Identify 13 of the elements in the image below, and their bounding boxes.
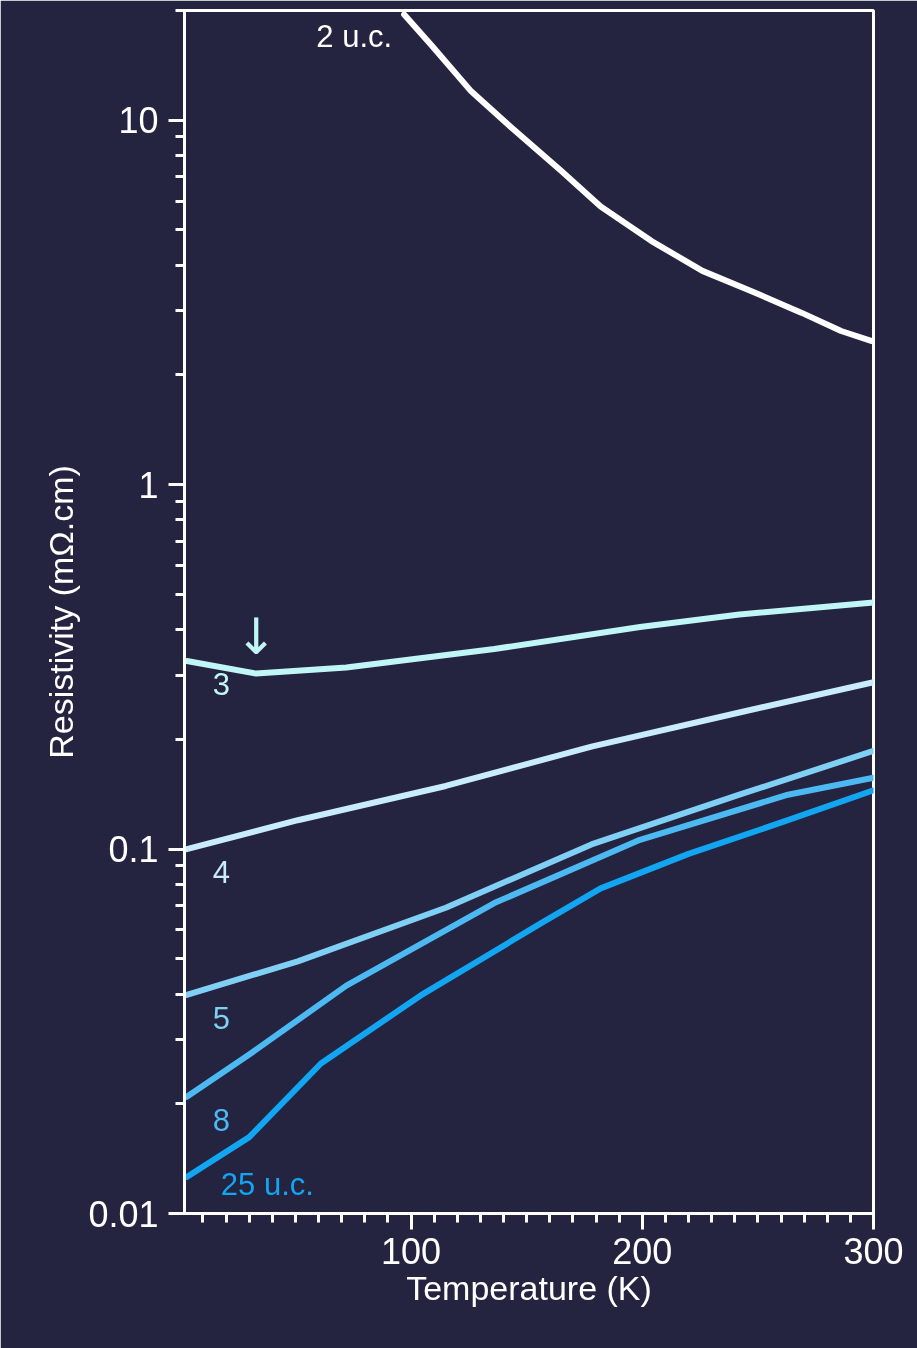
- y-tick-label: 0.1: [108, 829, 159, 871]
- annotation: ↓: [235, 607, 278, 666]
- y-tick-label: 1: [138, 464, 159, 506]
- series-label: 25 u.c.: [220, 1167, 314, 1203]
- series-label: 4: [212, 855, 231, 891]
- series-label: 8: [212, 1102, 231, 1138]
- y-tick-label: 0.01: [88, 1193, 159, 1235]
- y-axis-title: Resistivity (mΩ.cm): [42, 465, 81, 759]
- series-label: 5: [212, 1000, 231, 1036]
- series-label: 3: [212, 667, 231, 703]
- series-label: 2 u.c.: [316, 19, 393, 55]
- x-tick-label: 300: [843, 1230, 904, 1272]
- y-tick-label: 10: [118, 100, 159, 142]
